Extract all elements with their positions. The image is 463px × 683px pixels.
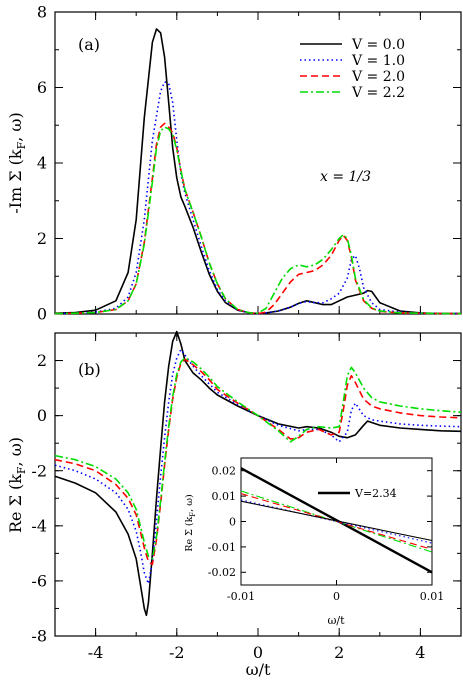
inset-ticks: -0.01 0 0.01 -0.02 -0.01 0 0.01 0.02 <box>208 458 444 603</box>
inset-legend: V=2.34 <box>318 487 397 500</box>
inset-legend-label: V=2.34 <box>354 487 397 500</box>
inset-ylabel: Re Σ (kF, ω) <box>184 494 197 551</box>
panel-b-series <box>54 330 462 617</box>
series-line-v-2-0 <box>54 358 462 566</box>
series-line-v-1-0 <box>54 348 462 585</box>
x-tick-label: 4 <box>415 643 425 662</box>
series-line-v-1-0 <box>240 499 433 544</box>
y-tick-label: 0.01 <box>212 490 237 503</box>
y-tick-label: 0.02 <box>212 465 237 478</box>
series-line-v-1-0 <box>54 81 461 315</box>
y-tick-label: 2 <box>37 229 47 248</box>
inset-xlabel: ω/t <box>327 614 345 627</box>
panel-b-label: (b) <box>78 360 101 379</box>
inset: -0.01 0 0.01 -0.02 -0.01 0 0.01 0.02 Re Σ (kF, … <box>184 457 444 627</box>
panel-b-ticks: -4 -2 0 2 4 -8 -6 -4 -2 0 2 <box>31 332 462 662</box>
y-tick-label: 8 <box>37 3 47 22</box>
series-line-v-2-2 <box>54 356 462 560</box>
legend-label: V = 1.0 <box>351 53 405 69</box>
y-tick-label: -0.02 <box>208 566 236 579</box>
panel-a-ylabel-sub: F <box>15 141 28 149</box>
panel-b-ylabel-main: Re Σ (k <box>6 474 25 533</box>
panel-b-ylabel: Re Σ (kF, ω) <box>6 437 28 533</box>
x-tick-label: 0.01 <box>420 590 445 603</box>
series-line-v-2-0 <box>54 122 461 315</box>
series-line-v-2-2 <box>54 126 461 315</box>
inset-series <box>240 467 433 574</box>
x-tick-label: -0.01 <box>227 590 255 603</box>
y-tick-label: -2 <box>31 461 47 480</box>
y-tick-label: 0 <box>37 305 47 324</box>
inset-ylabel-sub: F <box>189 512 197 517</box>
x-tick-label: -2 <box>169 643 185 662</box>
y-tick-label: 6 <box>37 78 47 97</box>
panel-a-label: (a) <box>78 35 100 54</box>
y-tick-label: 0 <box>229 515 236 528</box>
legend-label: V = 2.2 <box>351 85 405 101</box>
x-tick-label: -4 <box>88 643 104 662</box>
y-tick-label: 2 <box>37 351 47 370</box>
x-tick-label: 2 <box>334 643 344 662</box>
panel-b: -4 -2 0 2 4-8-6-4-202 (b) Re Σ (kF, ω) ω/t <box>6 330 462 679</box>
inset-ylabel-tail: , ω) <box>184 494 195 512</box>
panel-b-xlabel: ω/t <box>246 660 271 679</box>
series-line-v-0-0 <box>54 330 462 617</box>
panel-a-series <box>54 28 461 315</box>
panel-b-ylabel-sub: F <box>15 466 28 474</box>
panel-a-ylabel: -Im Σ (kF, ω) <box>6 112 28 213</box>
inset-ylabel-main: Re Σ (k <box>184 516 195 551</box>
y-tick-label: -6 <box>31 572 47 591</box>
y-tick-label: -4 <box>31 516 47 535</box>
y-tick-label: -0.01 <box>208 541 236 554</box>
x-tick-label: 0 <box>333 590 340 603</box>
legend-label: V = 2.0 <box>351 69 405 85</box>
y-tick-label: 4 <box>37 154 47 173</box>
x-tick-label: 0 <box>253 643 263 662</box>
y-tick-label: -8 <box>31 627 47 646</box>
series-line-v-0-0 <box>240 500 433 542</box>
panel-b-ylabel-tail: , ω) <box>6 437 25 466</box>
panel-a-ylabel-main: -Im Σ (k <box>6 149 25 214</box>
legend-label: V = 0.0 <box>351 37 405 53</box>
series-line-v-2-34 <box>240 467 433 574</box>
panel-a-annotation: x = 1/3 <box>320 169 371 185</box>
y-tick-label: 0 <box>37 406 47 425</box>
series-line-v-2-0 <box>240 493 433 550</box>
legend: V = 0.0V = 1.0V = 2.0V = 2.2 <box>300 37 405 101</box>
panel-a-ylabel-tail: , ω) <box>6 112 25 141</box>
